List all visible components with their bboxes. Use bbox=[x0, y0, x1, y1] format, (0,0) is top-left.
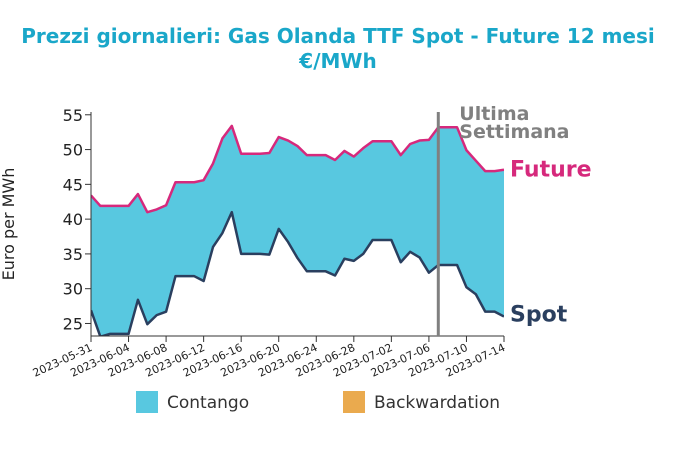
contango-area bbox=[91, 125, 504, 336]
legend-swatch bbox=[343, 391, 365, 413]
plot-area bbox=[91, 124, 504, 336]
y-tick-label: 35 bbox=[63, 245, 83, 264]
plot-clipped bbox=[91, 124, 504, 336]
future-series-label: Future bbox=[510, 158, 592, 183]
last-week-label-line1: Ultima bbox=[459, 103, 529, 125]
legend-label: Contango bbox=[167, 393, 249, 413]
future-series-line bbox=[91, 124, 504, 214]
spot-series-line bbox=[91, 210, 504, 336]
y-tick-label: 50 bbox=[63, 141, 83, 160]
y-axis-label: Euro per MWh bbox=[0, 168, 18, 281]
y-tick-label: 30 bbox=[63, 280, 83, 299]
spot-series-label: Spot bbox=[510, 303, 568, 328]
y-tick-label: 45 bbox=[63, 175, 83, 194]
y-tick-label: 55 bbox=[63, 106, 83, 125]
y-tick-label: 25 bbox=[63, 314, 83, 333]
legend-swatch bbox=[136, 391, 158, 413]
legend: Contango Backwardation bbox=[136, 391, 500, 413]
legend-label: Backwardation bbox=[374, 393, 500, 413]
x-axis: 2023-05-312023-06-042023-06-082023-06-12… bbox=[31, 335, 507, 380]
y-axis: 25 30 35 40 45 50 55 bbox=[63, 106, 92, 336]
chart-title-line2: €/MWh bbox=[298, 49, 376, 73]
chart-title-line1: Prezzi giornalieri: Gas Olanda TTF Spot … bbox=[21, 24, 654, 48]
y-tick-label: 40 bbox=[63, 210, 83, 229]
last-week-label-line2: Settimana bbox=[459, 121, 569, 143]
